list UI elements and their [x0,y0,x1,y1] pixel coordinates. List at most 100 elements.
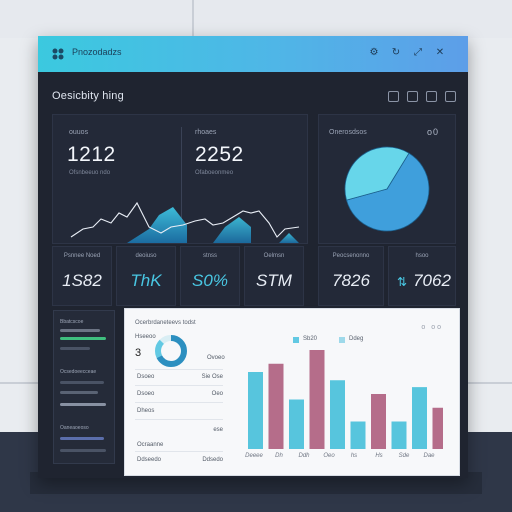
bar-tick-label-2: Dh [275,453,283,459]
row-right-4: ese [213,427,223,433]
row-separator [135,451,223,452]
stat-value-6: 7062 [413,271,451,290]
pie-menu-icon[interactable]: o0 [427,127,440,137]
side-bar-3 [60,347,90,350]
stat-label-3: stnss [202,253,217,259]
stat-card-2: deoiuso ThK [116,246,176,306]
pie-chart [344,146,430,232]
detail-menu-icon[interactable]: o oo [421,324,443,331]
side-item-2[interactable]: Ocsedoeecceae [60,369,97,375]
calendar-icon[interactable] [407,91,418,102]
stat-card-5: Peocsenonno 7826 [318,246,384,306]
refresh-icon[interactable]: ↻ [391,47,401,58]
stat-label-2: deoiuso [135,253,157,259]
bar-tick-label-4: Oeo [323,453,335,459]
pie-slice-1 [345,152,430,232]
bar-9 [412,387,427,449]
stat-value-5: 7826 [332,271,370,290]
wall-top [0,0,512,38]
row-separator [135,385,223,386]
row-separator [135,402,223,403]
bar-2 [268,363,284,449]
row-separator [135,369,223,370]
bar-tick-label-7: Sde [398,453,410,459]
bar-tick-label-1: Deeee [245,453,263,459]
legend-label-1: Sb20 [303,336,318,342]
kpi-label-1: ouuos [69,129,89,136]
bar-1 [248,372,263,449]
row-left-3: Dheos [137,408,155,414]
bar-8 [391,421,407,449]
teal-arrows-icon: ⇅ [397,275,408,289]
more-icon[interactable] [445,91,456,102]
stat-value-2: ThK [130,271,162,290]
dashboard-title: Oesicbity hing [52,90,124,102]
detail-title: Ocerbrdaneteevs todst [135,320,196,326]
bar-tick-label-8: Dae [423,453,435,459]
stat-card-6: hsoo ⇅ 7062 [388,246,456,306]
legend-swatch-2 [339,337,345,343]
wall-seam [192,0,194,38]
stat-label-5: Peocsenonno [332,253,370,259]
legend-label-2: Ddeg [349,336,364,342]
bar-axis-labels: Deeee Dh Ddh Oeo hs Hs Sde Dae [243,453,443,465]
row-right-5: Ddsedo [202,457,223,463]
kpi-value-1: 1212 [67,143,116,166]
ring-label: Hseeoo [135,334,156,340]
pie-card: Onerosdsos o0 [318,114,456,244]
row-left-4: Ocraanne [137,442,164,448]
row-right-1: Sie Ose [201,374,223,380]
detail-card: Ocerbrdaneteevs todst o oo Hseeoo 3 Ovoe… [124,308,460,476]
side-bar-2 [60,337,106,340]
side-bar-5 [60,391,98,394]
bar-10 [432,407,443,449]
donut-chart [155,335,187,367]
side-bar-8 [60,449,106,452]
app-logo-icon [52,48,64,60]
stat-card-1: Psnnee Noed 1S82 [52,246,112,306]
row-left-5: Ddseedo [137,457,162,463]
side-bar-4 [60,381,104,384]
ring-value: 3 [135,347,142,359]
side-bar-1 [60,329,100,332]
side-item-3[interactable]: Oaneaoeoso [60,425,89,431]
bar-tick-label-6: Hs [375,453,383,459]
stat-value-4: STM [256,271,292,290]
side-bar-6 [60,403,106,406]
kpi-sub-2: Ofaboeonmeo [195,170,234,176]
stat-label-1: Psnnee Noed [63,253,101,259]
row-left-2: Dsoeo [137,391,155,397]
kpi-sub-1: Ofsnbeeuo ndo [69,170,111,176]
bar-4 [309,350,325,449]
side-list: Bbatcscoe Ocsedoeecceae Oaneaoeoso [53,310,115,464]
filter-icon[interactable] [388,91,399,102]
kpi-card: ouuos 1212 Ofsnbeeuo ndo rhoaes 2252 Ofa… [52,114,308,244]
bar-5 [330,380,345,449]
share-icon[interactable] [426,91,437,102]
bar-3 [289,399,304,449]
kpi-area-chart [70,201,300,243]
stat-card-4: Oelmsn STM [244,246,304,306]
kpi-divider [181,127,182,231]
kpi-label-2: rhoaes [195,129,217,136]
legend-swatch-1 [293,337,299,343]
stat-card-3: stnss S0% [180,246,240,306]
app-name: Pnozodadzs [72,47,122,57]
stat-label-4: Oelmsn [263,253,285,259]
row-left-1: Dsoeo [137,374,155,380]
bar-chart [248,350,443,449]
side-item-1[interactable]: Bbatcscoe [60,319,84,325]
top-bar: Pnozodadzs ⚙ ↻ ⤢ ✕ [38,36,468,72]
settings-icon[interactable]: ⚙ [369,47,379,58]
side-bar-7 [60,437,104,440]
stat-value-3: S0% [192,271,228,290]
close-icon[interactable]: ✕ [435,47,445,58]
expand-icon[interactable]: ⤢ [414,47,422,58]
pie-slice-2 [344,146,410,201]
bar-7 [371,394,386,449]
row-right-2: Oeo [211,391,223,397]
bar-tick-label-5: hs [350,453,358,459]
bar-tick-label-3: Ddh [298,453,310,459]
kpi-value-2: 2252 [195,143,244,166]
row-separator [135,419,223,420]
